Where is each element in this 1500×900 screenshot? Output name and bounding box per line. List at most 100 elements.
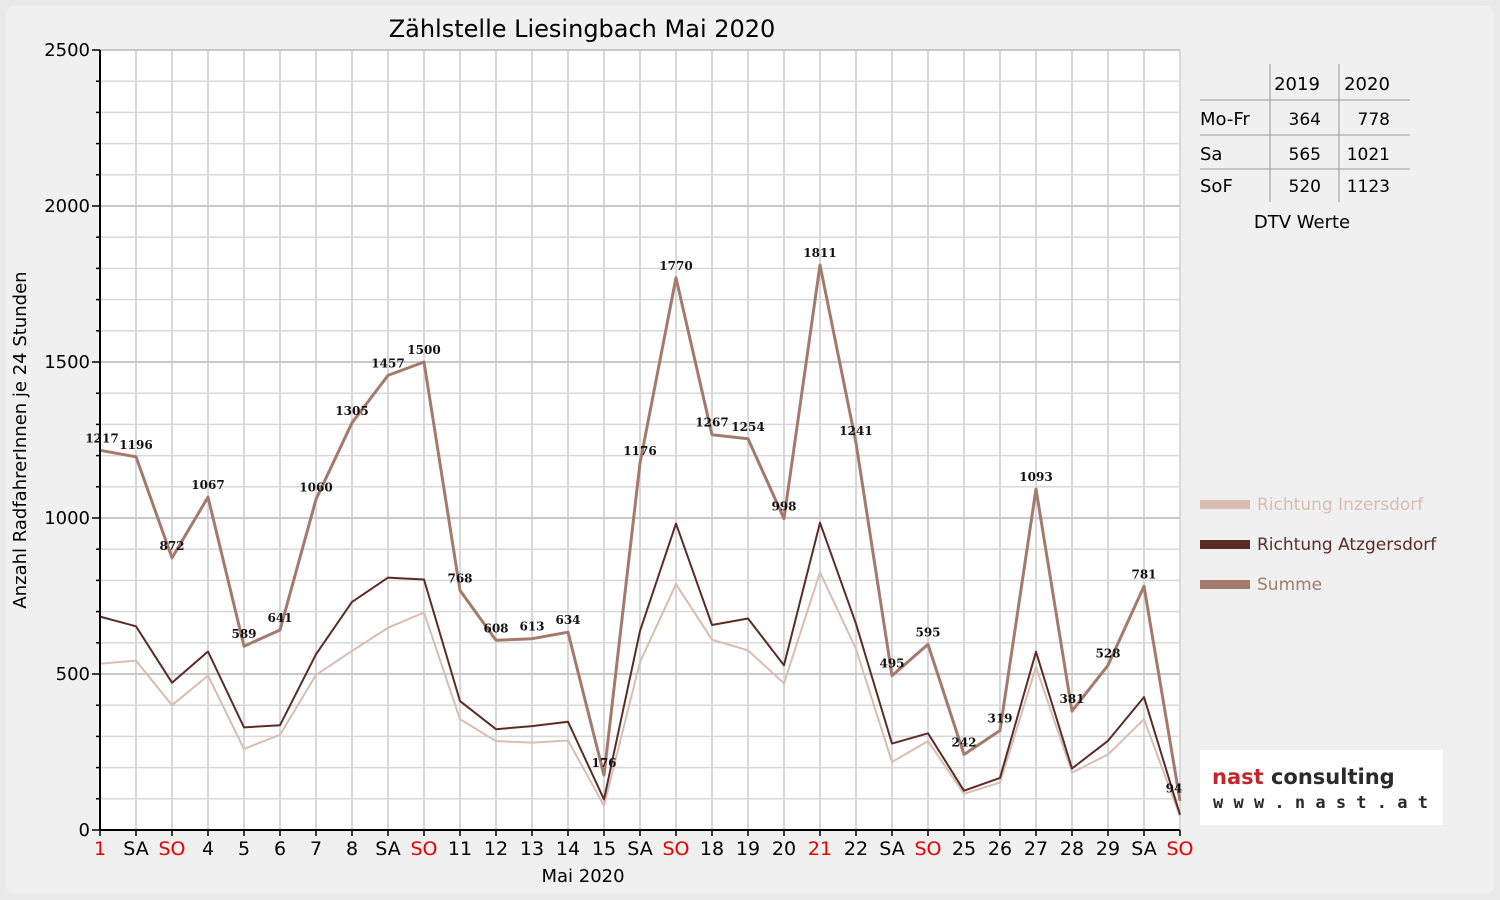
- x-tick-label: 7: [310, 838, 322, 860]
- legend-swatch-atzgersdorf: [1200, 540, 1250, 549]
- x-tick-labels: 1 SA SO 4 5 6 7 8 SA SO 11 12 13 14 15 SA SO 18 19 20 21 22 SA…: [94, 838, 1194, 860]
- x-tick-label: 1: [94, 838, 106, 860]
- x-tick-label: 28: [1060, 838, 1084, 860]
- data-label: 1770: [659, 259, 692, 273]
- grid: [100, 49, 1181, 830]
- legend-swatch-summe: [1200, 580, 1250, 589]
- dtv-row-label: Sa: [1200, 144, 1222, 165]
- dtv-header-2019: 2019: [1274, 74, 1320, 95]
- data-label: 1267: [695, 416, 728, 430]
- x-tick-label: 11: [448, 838, 472, 860]
- x-tick-label: 27: [1024, 838, 1048, 860]
- x-tick-label: 14: [556, 838, 580, 860]
- data-label: 1241: [839, 424, 872, 438]
- x-tick-label: SA: [123, 838, 148, 860]
- x-tick-label: 21: [808, 838, 832, 860]
- y-tick-label: 0: [79, 820, 90, 841]
- series-lines: [99, 263, 1182, 817]
- data-label: 1305: [335, 404, 368, 418]
- data-label: 589: [231, 627, 256, 641]
- data-label: 1060: [299, 480, 332, 494]
- data-label: 528: [1095, 646, 1120, 660]
- y-tick-label: 500: [56, 664, 90, 685]
- x-tick-label: SA: [879, 838, 904, 860]
- x-tick-label: 4: [202, 838, 214, 860]
- dtv-value-2020: 778: [1358, 110, 1390, 130]
- data-label: 1254: [731, 420, 764, 434]
- data-label: 1067: [191, 478, 224, 492]
- dtv-row-label: SoF: [1200, 176, 1233, 197]
- legend-label-atzgersdorf: Richtung Atzgersdorf: [1257, 535, 1437, 555]
- x-tick-label: SO: [914, 838, 941, 860]
- data-label: 381: [1059, 692, 1084, 706]
- dtv-caption: DTV Werte: [1254, 212, 1350, 233]
- dtv-header-2020: 2020: [1344, 74, 1390, 95]
- x-tick-label: 5: [238, 838, 250, 860]
- x-tick-label: SO: [1166, 838, 1193, 860]
- y-tick-label: 1500: [44, 352, 90, 373]
- series-line-atzgersdorf: [99, 521, 1181, 815]
- x-tick-label: SA: [1131, 838, 1156, 860]
- x-tick-label: SO: [662, 838, 689, 860]
- data-label: 94: [1166, 782, 1183, 796]
- data-label: 641: [267, 611, 292, 625]
- x-tick-label: SO: [410, 838, 437, 860]
- legend-label-summe: Summe: [1257, 575, 1322, 595]
- data-label: 634: [555, 613, 580, 627]
- x-tick-label: 20: [772, 838, 796, 860]
- x-tick-label: 13: [520, 838, 544, 860]
- y-tick-label: 2000: [44, 196, 90, 217]
- y-axis-label: Anzahl RadfahrerInnen je 24 Stunden: [10, 271, 31, 608]
- dtv-table: 2019 2020 Mo-Fr 364 778 Sa 565 1021 SoF …: [1200, 64, 1410, 233]
- data-label: 608: [483, 621, 508, 635]
- data-label: 872: [159, 539, 184, 553]
- data-label: 495: [879, 657, 904, 671]
- series-line-inzersdorf: [99, 571, 1181, 817]
- chart-title: Zählstelle Liesingbach Mai 2020: [389, 15, 776, 43]
- x-tick-label: 15: [592, 838, 616, 860]
- data-label: 1176: [623, 444, 656, 458]
- x-tick-label: SO: [158, 838, 185, 860]
- x-tick-label: 26: [988, 838, 1012, 860]
- data-label: 613: [519, 620, 544, 634]
- dtv-value-2019: 520: [1289, 177, 1321, 197]
- legend: Richtung Inzersdorf Richtung Atzgersdorf…: [1200, 495, 1437, 595]
- data-label: 595: [915, 625, 940, 639]
- company-logo: nast consulting w w w . n a s t . a t: [1200, 750, 1443, 825]
- x-tick-label: 8: [346, 838, 358, 860]
- dtv-row-label: Mo-Fr: [1200, 109, 1250, 130]
- x-tick-label: 19: [736, 838, 760, 860]
- data-label: 998: [771, 500, 796, 514]
- y-tick-label: 1000: [44, 508, 90, 529]
- dtv-value-2019: 364: [1289, 110, 1321, 130]
- dtv-value-2020: 1021: [1347, 145, 1390, 165]
- data-label: 1457: [371, 356, 404, 370]
- x-tick-label: SA: [627, 838, 652, 860]
- x-axis-label: Mai 2020: [541, 866, 624, 887]
- data-label: 1811: [803, 246, 836, 260]
- legend-label-inzersdorf: Richtung Inzersdorf: [1257, 495, 1424, 515]
- data-label: 1217: [85, 431, 118, 445]
- data-label: 1093: [1019, 470, 1052, 484]
- x-tick-label: 18: [700, 838, 724, 860]
- x-tick-label: 29: [1096, 838, 1120, 860]
- axes: [92, 49, 1181, 836]
- data-label: 1500: [407, 343, 440, 357]
- data-label: 176: [591, 756, 616, 770]
- y-tick-labels: 0 500 1000 1500 2000 2500: [44, 40, 90, 841]
- dtv-value-2020: 1123: [1347, 177, 1390, 197]
- dtv-value-2019: 565: [1289, 145, 1321, 165]
- x-tick-label: 22: [844, 838, 868, 860]
- data-label: 319: [987, 711, 1012, 725]
- x-tick-label: 25: [952, 838, 976, 860]
- series-line-summe: [99, 263, 1182, 801]
- logo-background: [1200, 750, 1443, 825]
- x-tick-label: SA: [375, 838, 400, 860]
- x-tick-label: 6: [274, 838, 286, 860]
- y-tick-label: 2500: [44, 40, 90, 61]
- data-label: 242: [951, 735, 976, 749]
- data-label: 1196: [119, 438, 152, 452]
- x-tick-label: 12: [484, 838, 508, 860]
